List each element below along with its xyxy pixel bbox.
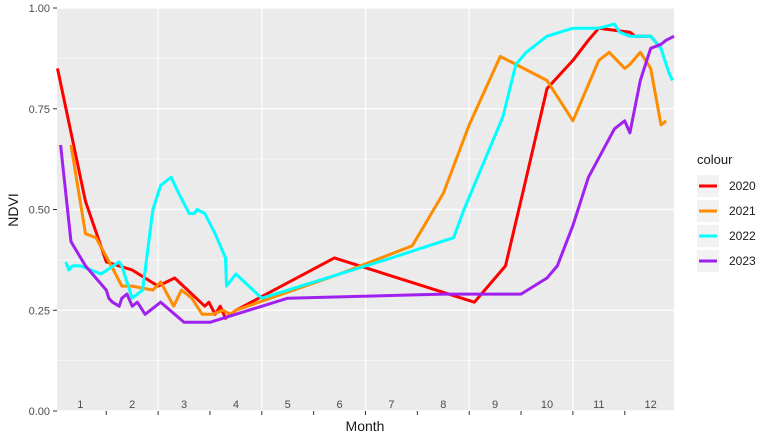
legend-title: colour <box>697 152 733 167</box>
x-tick-label: 7 <box>388 399 394 411</box>
legend-label-2020: 2020 <box>729 179 756 193</box>
x-tick-label: 2 <box>129 399 135 411</box>
y-tick-label: 0.50 <box>29 205 50 217</box>
y-axis-title: NDVI <box>5 193 21 226</box>
series-lines <box>56 22 675 324</box>
legend-label-2022: 2022 <box>729 229 756 243</box>
gridlines <box>57 7 674 412</box>
y-tick-label: 1.00 <box>29 3 50 15</box>
series-line-2020 <box>56 26 663 320</box>
x-axis-title: Month <box>346 418 385 434</box>
x-axis: 1 2 3 4 5 6 7 8 9 10 11 12 <box>77 399 657 415</box>
x-tick-label: 4 <box>233 399 239 411</box>
y-tick-label: 0.00 <box>29 406 50 418</box>
x-tick-label: 8 <box>440 399 446 411</box>
x-tick-label: 11 <box>593 399 604 411</box>
x-tick-label: 10 <box>541 399 553 411</box>
y-tick-label: 0.75 <box>29 104 50 116</box>
x-tick-label: 6 <box>337 399 343 411</box>
legend: colour 2020 2021 2022 2023 <box>697 152 756 272</box>
series-line-2022 <box>64 22 674 300</box>
x-tick-label: 1 <box>77 399 83 411</box>
series-line-2021 <box>69 50 668 316</box>
y-axis: 0.00 0.25 0.50 0.75 1.00 <box>29 3 57 418</box>
x-tick-label: 12 <box>645 399 657 411</box>
x-tick-label: 9 <box>492 399 498 411</box>
series-line-2023 <box>59 34 675 324</box>
legend-label-2021: 2021 <box>729 204 756 218</box>
x-tick-label: 3 <box>181 399 187 411</box>
y-tick-label: 0.25 <box>29 305 50 317</box>
x-tick-label: 5 <box>285 399 291 411</box>
legend-label-2023: 2023 <box>729 254 756 268</box>
